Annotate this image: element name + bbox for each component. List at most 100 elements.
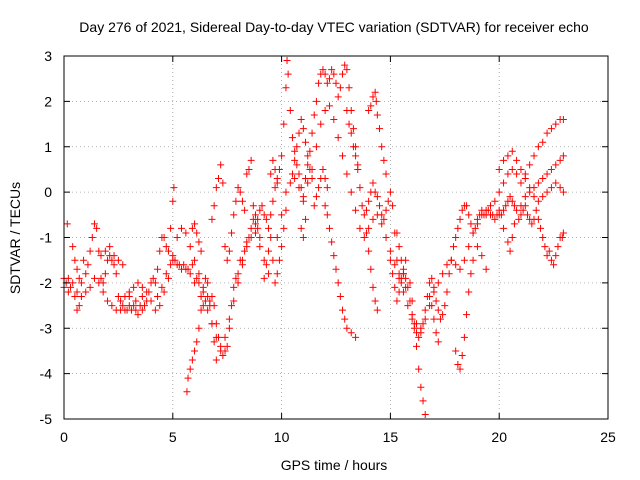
data-point xyxy=(417,324,425,332)
data-point xyxy=(325,224,333,232)
data-point xyxy=(447,256,455,264)
data-point xyxy=(467,220,475,228)
data-point xyxy=(384,197,392,205)
data-point xyxy=(530,193,538,201)
y-tick-label: 3 xyxy=(44,48,52,64)
data-point xyxy=(343,170,351,178)
data-point xyxy=(191,256,199,264)
data-point xyxy=(315,79,323,87)
data-point xyxy=(417,383,425,391)
data-point xyxy=(343,324,351,332)
x-tick-label: 5 xyxy=(169,429,177,445)
data-point xyxy=(269,197,277,205)
data-point xyxy=(138,283,146,291)
data-point xyxy=(243,170,251,178)
data-point xyxy=(471,224,479,232)
data-point xyxy=(332,79,340,87)
data-point xyxy=(73,306,81,314)
data-point xyxy=(532,206,540,214)
chart-title: Day 276 of 2021, Sidereal Day-to-day VTE… xyxy=(79,19,589,35)
data-point xyxy=(101,247,109,255)
data-point xyxy=(399,270,407,278)
data-point xyxy=(267,211,275,219)
data-point xyxy=(247,156,255,164)
data-point xyxy=(513,206,521,214)
data-point xyxy=(238,197,246,205)
data-point xyxy=(204,279,212,287)
data-point xyxy=(273,270,281,278)
data-point xyxy=(214,175,222,183)
data-point xyxy=(354,161,362,169)
data-point xyxy=(90,220,98,228)
data-point xyxy=(486,202,494,210)
data-point xyxy=(369,215,377,223)
data-point xyxy=(547,165,555,173)
data-point xyxy=(365,247,373,255)
data-point xyxy=(347,329,355,337)
data-point xyxy=(491,215,499,223)
data-point xyxy=(352,333,360,341)
data-point xyxy=(419,397,427,405)
y-tick-label: 2 xyxy=(44,93,52,109)
data-point xyxy=(95,247,103,255)
data-point xyxy=(97,252,105,260)
data-point xyxy=(443,288,451,296)
data-point xyxy=(552,252,560,260)
data-point xyxy=(382,170,390,178)
data-point xyxy=(508,165,516,173)
data-point xyxy=(197,247,205,255)
data-point xyxy=(282,206,290,214)
data-point xyxy=(241,247,249,255)
data-point xyxy=(75,274,83,282)
data-point xyxy=(256,234,264,241)
data-point xyxy=(452,261,460,269)
data-point xyxy=(334,134,342,142)
data-point xyxy=(99,288,107,296)
data-point xyxy=(147,297,155,305)
data-point xyxy=(247,234,255,241)
data-point xyxy=(119,261,127,269)
data-point xyxy=(539,138,547,146)
data-point xyxy=(283,57,291,65)
data-point xyxy=(539,175,547,183)
data-point xyxy=(463,202,471,210)
data-point xyxy=(162,270,170,278)
data-point xyxy=(170,184,178,192)
data-point xyxy=(369,93,377,101)
x-tick-label: 0 xyxy=(60,429,68,445)
data-point xyxy=(382,234,390,241)
data-point xyxy=(526,188,534,196)
data-point xyxy=(184,265,192,273)
data-point xyxy=(245,165,253,173)
data-point xyxy=(473,220,481,228)
data-point xyxy=(454,361,462,369)
data-point xyxy=(376,202,384,210)
data-point xyxy=(206,297,214,305)
data-point xyxy=(219,351,227,359)
data-point xyxy=(265,270,273,278)
data-point xyxy=(434,306,442,314)
data-point xyxy=(508,197,516,205)
data-point xyxy=(288,134,296,142)
data-point xyxy=(430,315,438,323)
data-point xyxy=(513,170,521,178)
data-point xyxy=(421,410,429,418)
data-point xyxy=(86,247,94,255)
data-point xyxy=(293,161,301,169)
data-point xyxy=(550,261,558,269)
data-point xyxy=(138,292,146,300)
data-point xyxy=(254,215,262,223)
data-point xyxy=(482,206,490,214)
data-point xyxy=(134,311,142,319)
data-point xyxy=(251,211,259,219)
data-point xyxy=(108,302,116,310)
data-point xyxy=(304,152,312,160)
data-point xyxy=(73,288,81,296)
data-point xyxy=(73,265,81,273)
data-point xyxy=(373,111,381,119)
data-point xyxy=(534,179,542,187)
data-point xyxy=(210,338,218,346)
data-point xyxy=(500,179,508,187)
data-point xyxy=(458,206,466,214)
data-point xyxy=(352,152,360,160)
